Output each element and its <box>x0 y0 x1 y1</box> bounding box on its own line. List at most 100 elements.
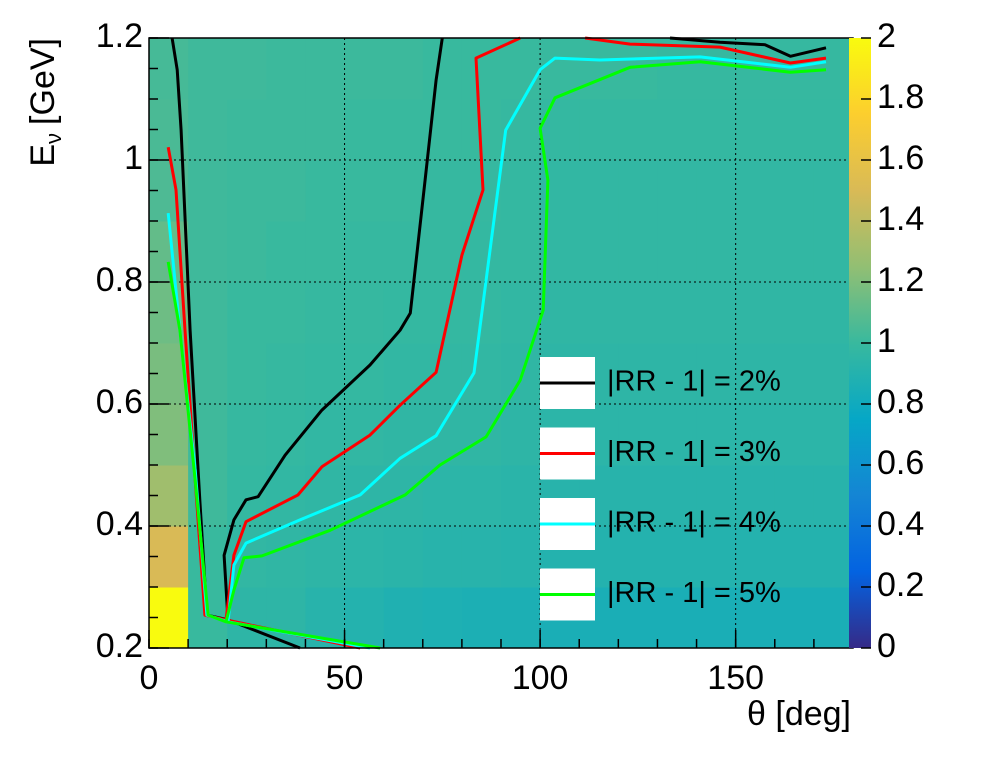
y-tick-label: 1 <box>124 139 143 177</box>
colorbar-tick-label: 1 <box>877 322 896 360</box>
heat-cell <box>227 160 267 222</box>
heat-cell <box>227 282 267 344</box>
heat-cell <box>774 221 815 283</box>
heat-cell <box>422 282 463 344</box>
heat-cell <box>188 38 228 100</box>
heat-cell <box>461 343 502 405</box>
colorbar <box>849 38 871 648</box>
heat-cell <box>579 99 619 161</box>
x-tick-label: 0 <box>140 659 159 697</box>
heat-cell <box>501 465 541 527</box>
heat-cell <box>657 221 698 283</box>
colorbar-tick-label: 0.6 <box>877 444 924 482</box>
heat-cell <box>266 221 306 283</box>
heat-cell <box>657 404 698 466</box>
heat-cell <box>344 160 385 222</box>
y-tick-label: 0.6 <box>96 383 143 421</box>
heat-cell <box>344 587 385 649</box>
heat-cell <box>227 38 267 100</box>
heat-cell <box>579 160 619 222</box>
heat-cell <box>344 282 385 344</box>
colorbar-tick-label: 0.2 <box>877 566 924 604</box>
contour-line <box>166 60 827 650</box>
colorbar-tick-label: 0.4 <box>877 505 924 543</box>
heat-cell <box>657 282 698 344</box>
heat-cell <box>813 465 854 527</box>
heat-cell <box>383 38 424 100</box>
heat-cell <box>188 282 228 344</box>
heat-cell <box>696 221 737 283</box>
heat-cell <box>344 99 385 161</box>
heat-cell <box>813 282 854 344</box>
heat-cell <box>774 282 815 344</box>
y-tick-label: 1.2 <box>96 17 143 55</box>
heat-cell <box>813 526 854 588</box>
heat-cell <box>344 404 385 466</box>
heat-cell <box>696 404 737 466</box>
heat-cell <box>305 99 346 161</box>
y-label-sub: ν <box>41 133 66 144</box>
heat-cell <box>344 343 385 405</box>
heat-cell <box>774 99 815 161</box>
heat-cell <box>344 526 385 588</box>
legend-label: |RR - 1| = 2% <box>607 366 781 398</box>
heat-cell <box>618 343 658 405</box>
heat-cell <box>813 221 854 283</box>
heat-cell <box>696 282 737 344</box>
heat-cell <box>383 526 424 588</box>
heat-cell <box>383 343 424 405</box>
heat-cell <box>501 526 541 588</box>
heat-cell <box>813 404 854 466</box>
heat-cell <box>266 587 306 649</box>
heat-cell <box>227 99 267 161</box>
heat-cell <box>696 465 737 527</box>
heat-cell <box>774 38 815 100</box>
y-label-main: E <box>24 144 62 167</box>
y-label-unit: [GeV] <box>24 38 62 125</box>
heat-cell <box>188 160 228 222</box>
heat-cell <box>422 160 463 222</box>
heat-cell <box>618 99 658 161</box>
heat-cell <box>618 282 658 344</box>
heat-cell <box>383 99 424 161</box>
heat-cell <box>696 587 737 649</box>
heat-cell <box>383 160 424 222</box>
heat-cell <box>501 38 541 100</box>
heat-cell <box>579 38 619 100</box>
heat-cell <box>305 282 346 344</box>
legend-label: |RR - 1| = 5% <box>607 577 781 609</box>
heat-cell <box>266 282 306 344</box>
heat-cell <box>735 465 776 527</box>
heat-cell <box>813 99 854 161</box>
heat-cell <box>774 160 815 222</box>
colorbar-tick-label: 1.2 <box>877 261 924 299</box>
heat-cell <box>266 343 306 405</box>
heat-cell <box>461 38 502 100</box>
heat-cell <box>618 526 658 588</box>
heat-cell <box>461 221 502 283</box>
heat-cell <box>266 526 306 588</box>
heat-cell <box>540 282 580 344</box>
heat-cell <box>344 38 385 100</box>
heat-cell <box>305 160 346 222</box>
heat-cell <box>735 343 776 405</box>
heat-cell <box>696 343 737 405</box>
heat-cell <box>735 587 776 649</box>
heat-cell <box>735 221 776 283</box>
heat-cell <box>305 38 346 100</box>
x-tick-label: 50 <box>326 659 364 697</box>
heat-cell <box>657 343 698 405</box>
heat-cell <box>696 526 737 588</box>
heat-cell <box>774 404 815 466</box>
heat-cell <box>696 99 737 161</box>
colorbar-tick-label: 1.8 <box>877 78 924 116</box>
legend-label: |RR - 1| = 4% <box>607 507 781 539</box>
y-tick-label: 0.2 <box>96 627 143 665</box>
heat-cell <box>774 587 815 649</box>
colorbar-tick-label: 1.4 <box>877 200 924 238</box>
heat-cell <box>305 526 346 588</box>
heat-cell <box>266 38 306 100</box>
heat-cell <box>422 221 463 283</box>
heat-cell <box>735 99 776 161</box>
